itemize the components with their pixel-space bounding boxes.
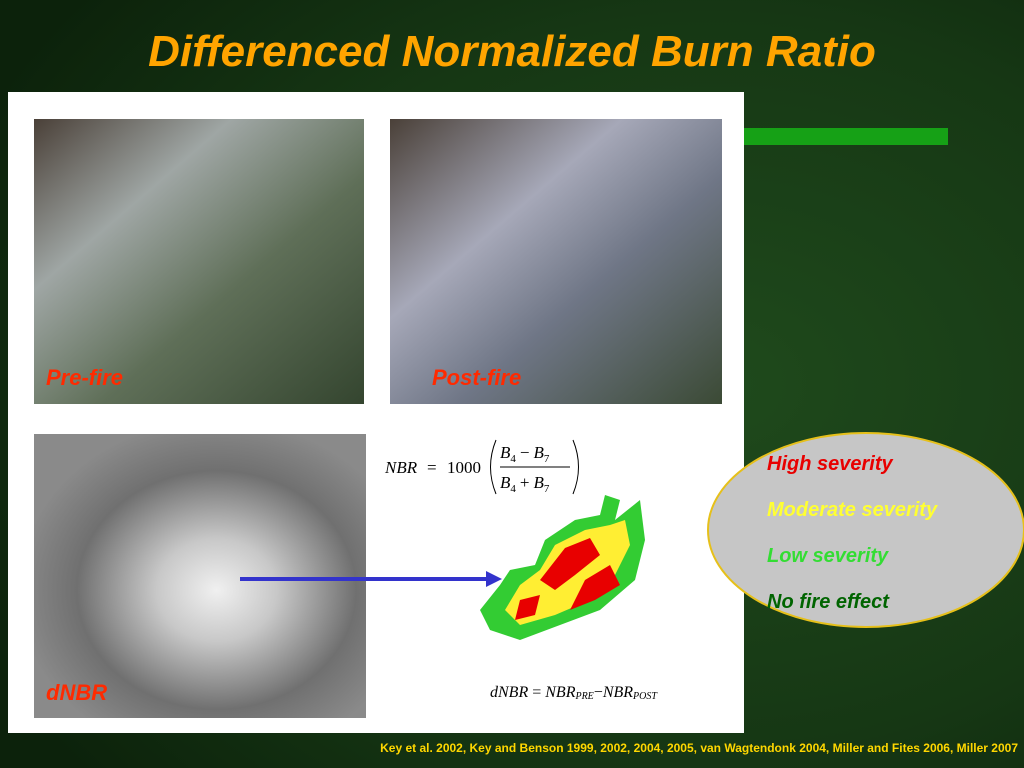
formula-text: 4	[510, 483, 516, 495]
formula-text: 7	[544, 453, 550, 465]
formula-text: dNBR	[490, 684, 528, 701]
dnbr-formula: dNBR = NBRPRE−NBRPOST	[490, 684, 658, 702]
legend-item: High severity	[767, 453, 893, 475]
dnbr-image	[34, 434, 366, 718]
image-label: Pre-fire	[46, 365, 123, 390]
formula-text: −	[594, 684, 603, 701]
formula-text: 7	[544, 483, 550, 495]
formula-text: +	[520, 473, 530, 492]
denominator: B4 + B7	[500, 473, 550, 495]
arrow-head	[486, 571, 502, 587]
paren	[490, 439, 497, 495]
paren	[572, 439, 579, 495]
burn-severity-map	[480, 495, 645, 640]
slide-title: Differenced Normalized Burn Ratio	[148, 27, 876, 76]
formula-text: B	[533, 443, 544, 462]
formula-text: POST	[632, 691, 658, 702]
image-label: dNBR	[46, 680, 107, 705]
formula-text: =	[427, 458, 437, 477]
formula-text: NBR	[384, 458, 418, 477]
legend-item: Low severity	[767, 545, 889, 567]
formula-text: 4	[510, 453, 516, 465]
nbr-formula: NBR = 1000 B4− B7 B4 + B7	[384, 439, 579, 495]
post-fire-image	[390, 119, 722, 404]
numerator: B4− B7	[500, 443, 550, 465]
formula-text: 1000	[447, 458, 481, 477]
pre-fire-image	[34, 119, 364, 404]
legend-item: Moderate severity	[767, 499, 938, 521]
image-label: Post-fire	[432, 365, 521, 390]
accent-bar	[740, 128, 948, 145]
formula-text: B	[533, 473, 544, 492]
formula-text: =	[532, 684, 541, 701]
formula-text: NBR	[544, 684, 575, 701]
legend: High severity Moderate severity Low severi…	[767, 453, 938, 613]
formula-text: −	[520, 443, 530, 462]
legend-item: No fire effect	[767, 591, 890, 613]
formula-text: B	[500, 473, 511, 492]
citation: Key et al. 2002, Key and Benson 1999, 20…	[380, 741, 1018, 755]
legend-ellipse	[707, 432, 1024, 628]
formula-text: B	[500, 443, 511, 462]
formula-text: PRE	[574, 691, 593, 702]
formula-text: NBR	[602, 684, 633, 701]
